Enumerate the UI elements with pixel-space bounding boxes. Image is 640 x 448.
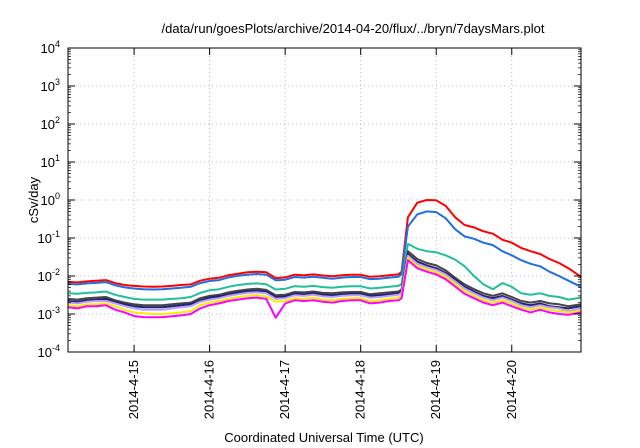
y-tick-labels: 10-4 10-3 10-2 10-1 100 101 102 103 104 <box>38 39 60 360</box>
y-tick-label: 10-3 <box>38 305 60 322</box>
x-tick-label: 2014-4-15 <box>126 360 141 419</box>
x-tick-label: 2014-4-19 <box>428 360 443 419</box>
series-line-7 <box>67 256 582 315</box>
y-tick-label: 103 <box>41 77 60 94</box>
series-line-2 <box>67 210 582 291</box>
x-tick-label: 2014-4-17 <box>277 360 292 419</box>
series-line-4 <box>67 250 582 308</box>
series-line-6 <box>67 254 582 312</box>
x-tick-labels: 2014-4-15 2014-4-16 2014-4-17 2014-4-18 2014… <box>126 360 519 419</box>
y-tick-label: 102 <box>41 115 60 132</box>
y-tick-label: 10-2 <box>38 267 60 284</box>
chart-title: /data/run/goesPlots/archive/2014-04-20/f… <box>162 21 545 36</box>
x-tick-label: 2014-4-20 <box>504 360 519 419</box>
y-tick-label: 101 <box>41 153 60 170</box>
y-tick-label: 10-4 <box>38 343 60 360</box>
x-tick-label: 2014-4-18 <box>353 360 368 419</box>
y-tick-label: 104 <box>41 39 60 56</box>
y-tick-label: 100 <box>41 191 60 208</box>
axis-ticks <box>68 47 581 353</box>
series-line-1 <box>67 199 582 288</box>
y-tick-label: 10-1 <box>38 229 60 246</box>
series-line-5 <box>67 253 582 310</box>
series-line-3 <box>67 242 582 301</box>
series-layer <box>67 199 582 319</box>
x-axis-title: Coordinated Universal Time (UTC) <box>224 430 423 445</box>
x-tick-label: 2014-4-16 <box>202 360 217 419</box>
series-line-8 <box>67 259 582 319</box>
y-axis-title: cSv/day <box>26 176 41 223</box>
